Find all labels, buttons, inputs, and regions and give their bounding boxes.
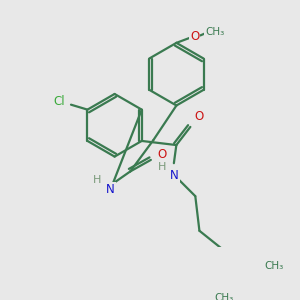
Text: O: O [194, 110, 203, 123]
Text: CH₃: CH₃ [265, 261, 284, 271]
Text: N: N [106, 183, 115, 196]
Text: H: H [158, 162, 166, 172]
Text: O: O [190, 30, 199, 43]
Text: N: N [170, 169, 179, 182]
Text: CH₃: CH₃ [206, 27, 225, 37]
Text: Cl: Cl [54, 95, 65, 108]
Text: O: O [157, 148, 166, 161]
Text: CH₃: CH₃ [214, 293, 234, 300]
Text: H: H [93, 175, 101, 185]
